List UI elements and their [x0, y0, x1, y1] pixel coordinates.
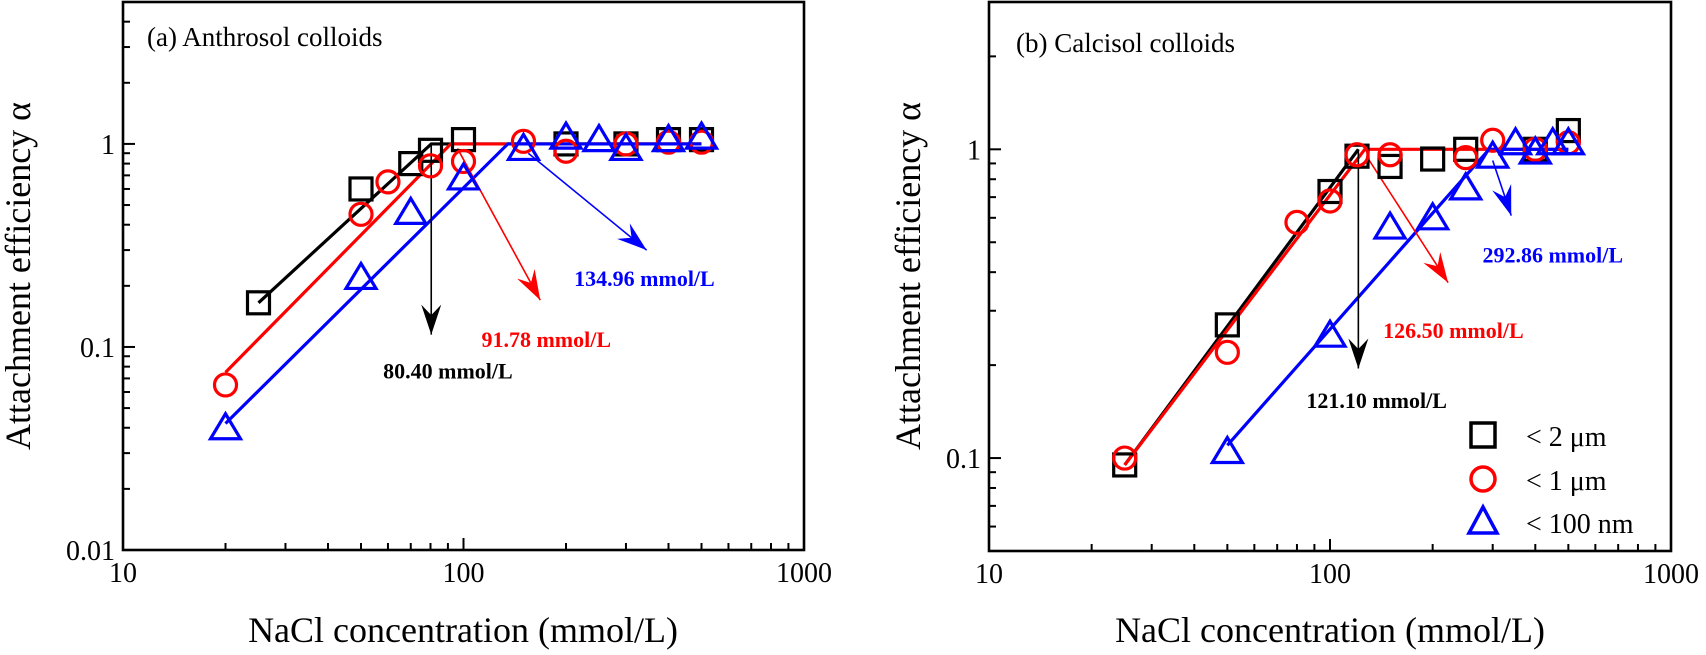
data-point-circle: [1377, 142, 1403, 168]
data-point-circle: [1480, 127, 1506, 153]
data-point-triangle: [207, 410, 244, 441]
y-tick-label: 0.1: [80, 333, 115, 364]
legend: < 2 μm < 1 μm < 100 nm: [1466, 421, 1634, 540]
y-tick-label: 0.01: [66, 536, 115, 567]
data-point-circle: [510, 128, 537, 154]
data-point-triangle: [1447, 170, 1484, 201]
data-point-triangle: [1517, 134, 1554, 165]
x-tick-label: 1000: [776, 558, 832, 589]
annotation-label: 292.86 mmol/L: [1482, 242, 1623, 267]
data-point-triangle: [445, 160, 482, 191]
annotation-label: 80.40 mmol/L: [383, 358, 513, 383]
data-point-square: [348, 176, 374, 202]
data-point-circle: [1317, 188, 1343, 214]
data-point-triangle: [1209, 434, 1246, 465]
data-point-triangle: [1550, 125, 1587, 156]
data-point-square: [450, 127, 477, 153]
data-point-triangle: [343, 260, 379, 291]
panel-a-anthrosol: (a) Anthrosol colloids NaCl concentratio…: [0, 0, 832, 650]
data-point-triangle: [392, 195, 429, 225]
annotation-label: 126.50 mmol/L: [1383, 318, 1524, 343]
x-tick-label: 100: [443, 558, 485, 589]
panel-b-calcisol: (b) Calcisol colloids NaCl concentration…: [888, 0, 1699, 650]
data-point-triangle: [548, 120, 584, 150]
y-tick-label: 1: [967, 135, 981, 166]
arrowhead-icon: [1492, 183, 1512, 216]
x-axis-label: NaCl concentration (mmol/L): [1115, 610, 1545, 650]
data-point-square: [1555, 117, 1581, 144]
data-point-square: [245, 290, 272, 316]
data-point-circle: [375, 169, 401, 195]
panel-title: (b) Calcisol colloids: [1016, 28, 1235, 58]
arrowhead-icon: [617, 223, 647, 251]
x-tick-label: 1000: [1643, 559, 1699, 590]
data-point-triangle: [1497, 125, 1534, 156]
legend-item-lt-1um: < 1 μm: [1469, 465, 1607, 497]
data-point-circle: [1214, 339, 1240, 365]
x-axis-label: NaCl concentration (mmol/L): [248, 610, 678, 650]
data-point-square: [1214, 312, 1240, 338]
data-point-circle: [1284, 209, 1310, 235]
data-point-triangle: [650, 122, 687, 153]
legend-label: < 2 μm: [1526, 422, 1607, 453]
data-point-triangle: [683, 120, 720, 150]
x-tick-label: 10: [109, 558, 137, 589]
y-axis-label: Attachment efficiency α: [888, 102, 928, 450]
data-point-circle: [1112, 445, 1138, 471]
data-point-triangle: [1312, 318, 1348, 348]
y-tick-label: 0.1: [946, 444, 981, 475]
arrowhead-icon: [517, 269, 541, 301]
fit-line-series-1: [224, 142, 702, 374]
annotation-label: 134.96 mmol/L: [574, 266, 715, 291]
data-point-circle: [450, 148, 477, 175]
triangle-marker-icon: [1466, 503, 1500, 535]
annotation-arrow-shaft: [527, 152, 648, 251]
data-point-circle: [212, 372, 239, 398]
data-point-square: [417, 137, 444, 163]
annotation-label: 121.10 mmol/L: [1306, 388, 1447, 413]
data-point-square: [1317, 178, 1343, 205]
data-point-square: [1420, 146, 1446, 172]
data-point-square: [398, 150, 424, 177]
arrowhead-icon: [421, 304, 442, 335]
data-point-square: [1453, 136, 1479, 162]
arrowhead-icon: [1348, 338, 1369, 369]
circle-marker-icon: [1469, 465, 1497, 493]
data-point-circle: [1344, 142, 1370, 168]
data-point-square: [1377, 153, 1403, 180]
legend-label: < 1 μm: [1526, 466, 1607, 497]
legend-item-lt-2um: < 2 μm: [1469, 421, 1607, 453]
data-point-triangle: [505, 131, 542, 162]
annotation-label: 91.78 mmol/L: [481, 327, 611, 352]
panel-title: (a) Anthrosol colloids: [147, 22, 382, 52]
legend-item-lt-100nm: < 100 nm: [1466, 503, 1634, 540]
x-tick-label: 100: [1309, 559, 1351, 590]
data-point-square: [1112, 452, 1138, 478]
arrowhead-icon: [1423, 251, 1449, 283]
data-point-circle: [1453, 145, 1479, 171]
y-tick-label: 1: [101, 130, 115, 161]
square-marker-icon: [1469, 421, 1497, 449]
data-point-circle: [417, 153, 444, 179]
data-point-triangle: [608, 131, 644, 162]
data-point-circle: [348, 201, 374, 227]
data-point-triangle: [1372, 209, 1408, 240]
y-axis-label: Attachment efficiency α: [0, 102, 38, 450]
x-tick-label: 10: [975, 559, 1003, 590]
data-point-circle: [553, 138, 579, 164]
annotation-arrow-shaft: [456, 148, 541, 301]
data-point-triangle: [1414, 200, 1451, 231]
legend-label: < 100 nm: [1526, 509, 1634, 540]
data-point-triangle: [581, 122, 617, 153]
